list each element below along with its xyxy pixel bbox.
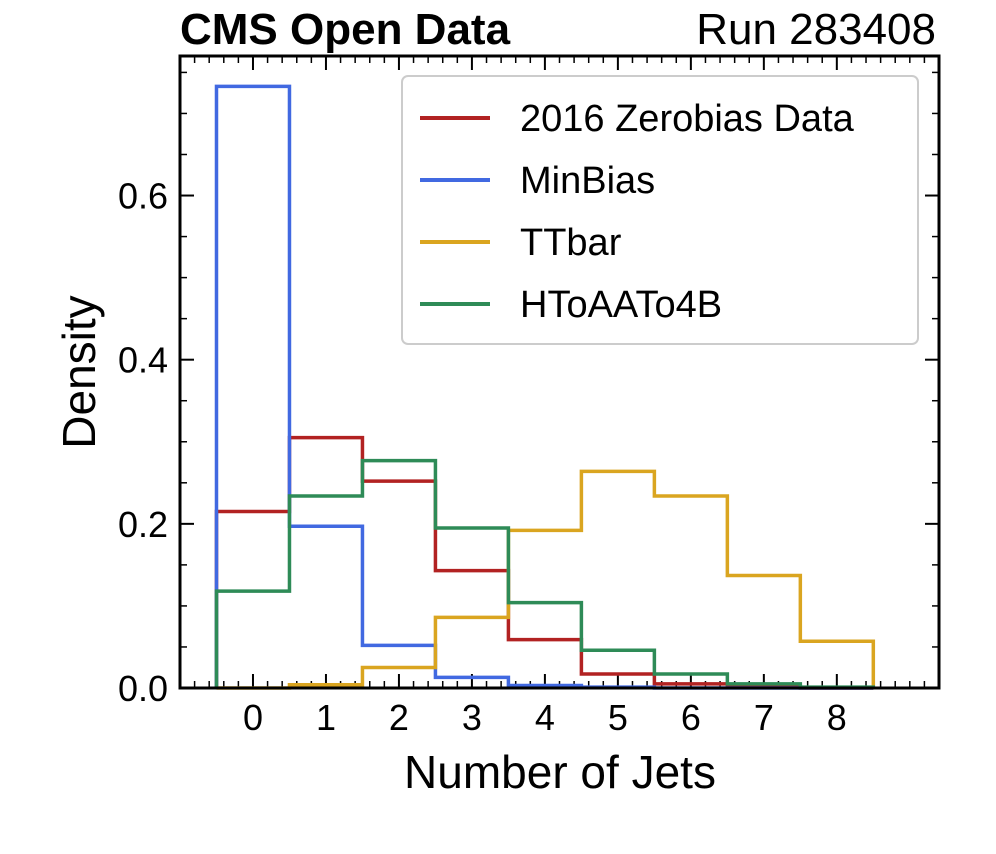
legend-label: 2016 Zerobias Data — [520, 98, 855, 140]
x-tick-label: 7 — [754, 697, 774, 738]
y-tick-label: 0.2 — [118, 504, 168, 545]
x-tick-label: 8 — [827, 697, 847, 738]
legend: 2016 Zerobias Data MinBias TTbar HToAATo4B — [401, 75, 919, 345]
series-line-2016-zerobias-data — [214, 435, 874, 690]
y-tick-labels: 0.0 0.2 0.4 0.6 — [118, 176, 168, 709]
x-tick-label: 0 — [243, 697, 263, 738]
legend-label: TTbar — [520, 222, 622, 264]
x-tick-label: 4 — [535, 697, 555, 738]
chart-title-right: Run 283408 — [696, 5, 936, 54]
legend-label: HToAATo4B — [520, 284, 722, 326]
y-tick-label: 0.0 — [118, 668, 168, 709]
y-axis-label: Density — [53, 295, 105, 448]
x-tick-label: 1 — [316, 697, 336, 738]
series-line-htoaato4b — [214, 458, 876, 689]
x-tick-label: 2 — [389, 697, 409, 738]
plot-frame — [178, 54, 941, 690]
x-axis-label: Number of Jets — [404, 746, 716, 798]
legend-label: MinBias — [520, 160, 655, 202]
y-tick-label: 0.6 — [118, 176, 168, 217]
y-tick-label: 0.4 — [118, 340, 168, 381]
series-line-ttbar — [216, 469, 876, 690]
x-tick-labels: 0 1 2 3 4 5 6 7 8 — [243, 697, 847, 738]
x-tick-label: 6 — [681, 697, 701, 738]
legend-box — [401, 75, 919, 345]
x-tick-label: 5 — [608, 697, 628, 738]
chart-title-left: CMS Open Data — [180, 5, 511, 54]
x-tick-label: 3 — [462, 697, 482, 738]
